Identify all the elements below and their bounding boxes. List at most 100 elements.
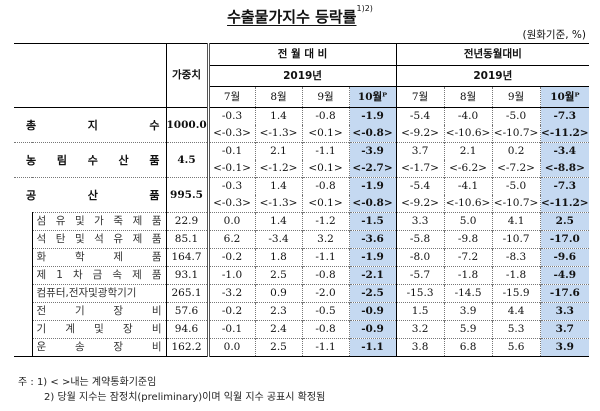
mom-value: -1.9 (348, 248, 397, 267)
mom-value: <0.1> (301, 195, 349, 213)
yoy-value: -1.8 (491, 266, 541, 285)
mom-value: -1.1 (301, 338, 349, 357)
weight-value: 164.7 (165, 248, 208, 267)
mom-value: <-0.8> (348, 195, 397, 213)
yoy-value: -14.5 (443, 284, 493, 303)
yoy-value: 3.9 (443, 302, 493, 321)
mom-value: -0.2 (206, 302, 255, 321)
yoy-value: 3.2 (395, 320, 445, 339)
mom-value: -1.9 (348, 177, 397, 195)
mom-value: <-0.3> (206, 195, 255, 213)
mom-value: -1.1 (301, 142, 349, 160)
mom-value: -0.9 (348, 302, 397, 321)
weight-value: 22.9 (165, 212, 208, 231)
yoy-value: <-9.2> (395, 125, 445, 143)
mom-month-header: 8월 (254, 86, 302, 108)
yoy-value: 3.7 (539, 320, 590, 339)
mom-value: <-1.3> (254, 195, 302, 213)
yoy-value: 3.3 (395, 212, 445, 231)
mom-value: 0.9 (254, 284, 302, 303)
indent-spacer (14, 213, 32, 231)
weight-value: 265.1 (165, 284, 208, 303)
table-row: 운 송 장 비 162.2 0.0 2.5 -1.1 -1.1 3.8 6.8 5.6 3.9 (14, 338, 590, 357)
mom-value: -1.5 (348, 212, 397, 231)
yoy-value: 6.8 (443, 338, 493, 357)
yoy-value: 3.8 (395, 338, 445, 357)
mom-value: 2.1 (254, 142, 302, 160)
header-blank (14, 43, 166, 108)
mom-value: -0.3 (206, 177, 255, 195)
mom-month-header: 10월ᴾ (348, 86, 397, 108)
header-yoy: 전년동월대비 (395, 43, 590, 66)
mom-value: -3.2 (206, 284, 255, 303)
mom-value: <-0.8> (348, 125, 397, 143)
mom-month-header: 9월 (301, 86, 349, 108)
yoy-value: 4.4 (491, 302, 541, 321)
unit-label: (원화기준, %) (522, 29, 587, 41)
mom-value: 0.0 (206, 338, 255, 357)
mom-value: -3.4 (254, 230, 302, 249)
yoy-value: <-1.7> (395, 160, 445, 178)
yoy-value: -5.0 (491, 107, 541, 125)
yoy-value: -8.0 (395, 248, 445, 267)
header-year-mom: 2019년 (206, 65, 397, 87)
yoy-value: -7.2 (443, 248, 493, 267)
mom-value: -2.1 (348, 266, 397, 285)
yoy-value: <-6.2> (443, 160, 493, 178)
mom-value: 1.8 (254, 248, 302, 267)
indent-spacer (14, 303, 32, 321)
mom-value: -0.8 (301, 266, 349, 285)
mom-value: -1.1 (301, 248, 349, 267)
mom-value: -3.6 (348, 230, 397, 249)
yoy-value: <-10.6> (443, 125, 493, 143)
mom-value: -2.0 (301, 284, 349, 303)
yoy-value: <-11.2> (539, 195, 590, 213)
yoy-value: -5.4 (395, 107, 445, 125)
mom-value: 2.5 (254, 266, 302, 285)
yoy-value: 5.6 (491, 338, 541, 357)
mom-value: -1.0 (206, 266, 255, 285)
mom-value: -0.1 (206, 320, 255, 339)
mom-value: 6.2 (206, 230, 255, 249)
yoy-value: -9.8 (443, 230, 493, 249)
row-label: 컴퓨터,전자및광학기기 (31, 284, 166, 303)
table-row: 기 계 및 장 비 94.6 -0.1 2.4 -0.8 -0.9 3.2 5.9 5.3 3.7 (14, 320, 590, 339)
mom-value: 1.4 (254, 212, 302, 231)
mom-value: -0.9 (348, 320, 397, 339)
mom-value: -0.2 (206, 248, 255, 267)
yoy-value: <-11.2> (539, 125, 590, 143)
weight-value: 57.6 (165, 302, 208, 321)
mom-value: <-2.7> (348, 160, 397, 178)
indent-spacer (14, 249, 32, 267)
yoy-value: 0.2 (491, 142, 541, 160)
footnote-2: 2) 당월 지수는 잠정치(preliminary)이며 익월 지수 공표시 확… (44, 392, 326, 403)
yoy-value: 3.3 (539, 302, 590, 321)
weight-value: 995.5 (165, 177, 208, 213)
mom-value: <-1.3> (254, 125, 302, 143)
yoy-value: <-7.2> (491, 160, 541, 178)
header-mom: 전 월 대 비 (206, 43, 397, 66)
yoy-value: -7.3 (539, 177, 590, 195)
weight-value: 162.2 (165, 338, 208, 357)
table-row-major: <-0.3> <-1.3> <0.1> <-0.8> <-9.2> <-10.6> <-10… (14, 125, 590, 143)
yoy-value: -5.8 (395, 230, 445, 249)
indent-spacer (14, 267, 32, 285)
header-year-yoy: 2019년 (395, 65, 590, 87)
mom-value: 0.0 (206, 212, 255, 231)
yoy-value: -17.0 (539, 230, 590, 249)
mom-value: <0.1> (301, 125, 349, 143)
mom-value: 3.2 (301, 230, 349, 249)
table-row: 컴퓨터,전자및광학기기 265.1 -3.2 0.9 -2.0 -2.5 -15.3 -14.… (14, 284, 590, 303)
yoy-value: <-10.6> (443, 195, 493, 213)
mom-month-header: 7월 (206, 86, 255, 108)
mom-value: 1.4 (254, 107, 302, 125)
mom-value: <-0.3> (206, 125, 255, 143)
table-row-major: <-0.3> <-1.3> <0.1> <-0.8> <-9.2> <-10.6> <-10… (14, 195, 590, 213)
indent-spacer (14, 321, 32, 339)
